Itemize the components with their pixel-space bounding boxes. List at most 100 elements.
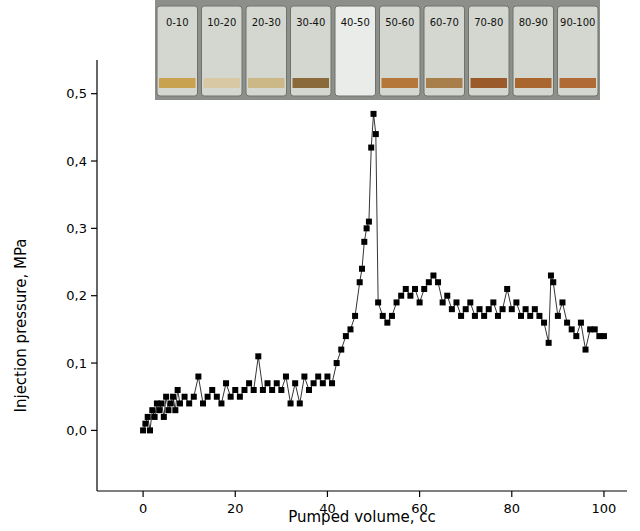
- x-tick-label: 80: [504, 501, 521, 516]
- data-line: [143, 114, 604, 431]
- data-point: [371, 111, 377, 117]
- y-tick-label: 0,1: [66, 356, 87, 371]
- data-point: [161, 414, 167, 420]
- data-point: [546, 340, 552, 346]
- data-point: [320, 380, 326, 386]
- jar-label: 90-100: [560, 17, 595, 28]
- data-point: [149, 407, 155, 413]
- jar-glass: [157, 6, 198, 96]
- data-point: [260, 387, 266, 393]
- jar-glass: [202, 6, 243, 96]
- data-point: [430, 273, 436, 279]
- y-tick: [91, 228, 97, 229]
- data-point: [324, 374, 330, 380]
- data-point: [186, 400, 192, 406]
- data-point: [564, 320, 570, 326]
- x-tick-label: 100: [592, 501, 617, 516]
- data-point: [449, 306, 455, 312]
- jar-label: 80-90: [519, 17, 548, 28]
- jar-label: 30-40: [296, 17, 325, 28]
- data-point: [453, 299, 459, 305]
- jar-sediment: [248, 78, 285, 88]
- data-point: [218, 400, 224, 406]
- data-point: [463, 306, 469, 312]
- x-tick: [327, 491, 328, 497]
- data-point: [361, 239, 367, 245]
- data-point: [343, 333, 349, 339]
- data-point: [274, 380, 280, 386]
- data-point: [541, 320, 547, 326]
- data-point: [573, 333, 579, 339]
- x-tick: [142, 491, 143, 497]
- data-point: [278, 387, 284, 393]
- x-tick: [235, 491, 236, 497]
- jar: 80-90: [513, 6, 554, 96]
- data-point: [246, 380, 252, 386]
- data-point: [403, 286, 409, 292]
- data-point: [145, 414, 151, 420]
- data-point: [177, 400, 183, 406]
- x-tick: [603, 491, 604, 497]
- y-axis-title: Injection pressure, MPa: [12, 239, 30, 413]
- data-point: [458, 313, 464, 319]
- data-point: [384, 320, 390, 326]
- data-point: [359, 266, 365, 272]
- data-point: [140, 427, 146, 433]
- photo-strip: 0-1010-2020-3030-4040-5050-6060-7070-808…: [155, 0, 600, 100]
- data-point: [394, 299, 400, 305]
- data-point: [265, 380, 271, 386]
- data-point: [495, 313, 501, 319]
- x-tick: [419, 491, 420, 497]
- data-point: [306, 387, 312, 393]
- y-tick: [91, 160, 97, 161]
- data-point: [338, 347, 344, 353]
- data-point: [601, 333, 607, 339]
- jar-sediment: [471, 78, 508, 88]
- data-point: [421, 286, 427, 292]
- data-point: [472, 313, 478, 319]
- data-point: [152, 414, 158, 420]
- data-point: [175, 387, 181, 393]
- data-point: [163, 394, 169, 400]
- data-point: [191, 394, 197, 400]
- data-point: [532, 306, 538, 312]
- jar: 60-70: [424, 6, 465, 96]
- data-point: [569, 326, 575, 332]
- data-point: [214, 394, 220, 400]
- data-point: [412, 286, 418, 292]
- data-point: [311, 380, 317, 386]
- data-point: [426, 279, 432, 285]
- data-point: [297, 400, 303, 406]
- data-point: [352, 313, 358, 319]
- jar-label: 10-20: [207, 17, 236, 28]
- jar: 0-10: [157, 6, 198, 96]
- data-point: [509, 306, 515, 312]
- data-point: [301, 374, 307, 380]
- data-point: [583, 347, 589, 353]
- data-point: [555, 313, 561, 319]
- data-point: [209, 387, 215, 393]
- data-point: [559, 299, 565, 305]
- jar-glass: [424, 6, 465, 96]
- data-point: [527, 313, 533, 319]
- data-point: [200, 400, 206, 406]
- data-point: [398, 293, 404, 299]
- jar-sediment: [382, 78, 419, 88]
- data-point: [467, 299, 473, 305]
- chart: 0-1010-2020-3030-4040-5050-6060-7070-808…: [0, 0, 640, 531]
- data-point: [490, 299, 496, 305]
- data-point: [407, 293, 413, 299]
- data-point: [435, 279, 441, 285]
- y-axis: [96, 60, 97, 491]
- jar-glass: [291, 6, 332, 96]
- data-point: [389, 313, 395, 319]
- x-tick-label: 0: [139, 501, 147, 516]
- data-point: [373, 131, 379, 137]
- data-point: [368, 145, 374, 151]
- y-tick: [91, 295, 97, 296]
- y-tick-label: 0,3: [66, 221, 87, 236]
- data-point: [518, 313, 524, 319]
- jar-label: 0-10: [166, 17, 189, 28]
- data-point: [440, 299, 446, 305]
- x-tick-label: 20: [227, 501, 244, 516]
